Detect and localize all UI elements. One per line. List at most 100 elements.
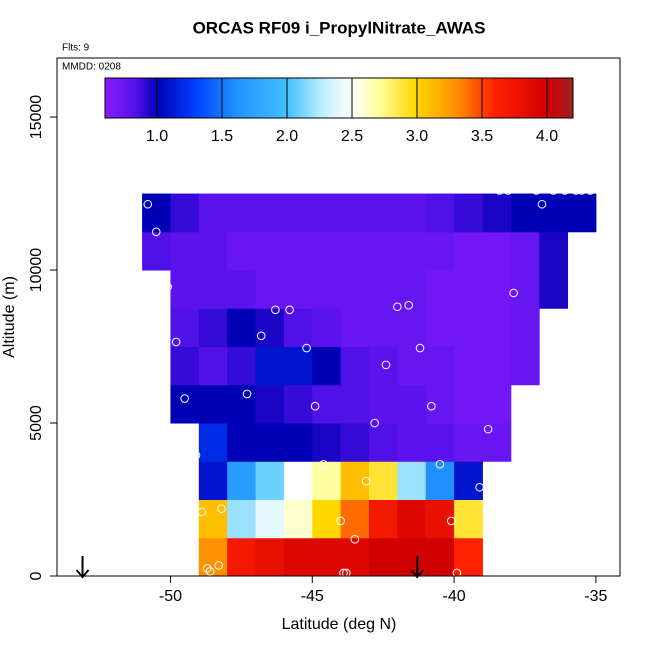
heat-cell <box>510 231 540 271</box>
y-axis-label: Altitude (m) <box>1 276 18 358</box>
sample-point <box>310 401 320 411</box>
heat-cell <box>425 346 455 386</box>
heat-cell <box>312 499 342 539</box>
y-tick-label: 10000 <box>28 248 45 293</box>
heat-cell <box>425 461 455 501</box>
sample-point <box>163 282 172 292</box>
heat-cell <box>397 461 427 501</box>
heat-cell <box>340 499 370 539</box>
heat-cell <box>510 308 540 348</box>
heat-cell <box>198 499 228 539</box>
heat-cell <box>227 308 257 348</box>
heat-cell <box>425 270 455 309</box>
sample-point <box>350 534 360 544</box>
sample-point <box>361 476 371 486</box>
colorbar-tick-label: 3.5 <box>471 128 493 145</box>
heat-cell <box>425 499 455 539</box>
heat-cell <box>397 499 427 539</box>
heat-cell <box>539 193 569 233</box>
heat-cell <box>425 423 455 462</box>
heat-cell <box>368 308 398 348</box>
sample-point <box>143 199 153 209</box>
heat-cell <box>227 231 257 271</box>
sample-point <box>203 564 212 573</box>
heat-cell <box>255 384 285 424</box>
heat-cell <box>255 461 285 501</box>
sample-point <box>427 401 436 411</box>
heat-cell <box>255 537 285 577</box>
heat-cell <box>454 384 483 424</box>
heat-cell <box>198 537 228 577</box>
heat-cell <box>227 346 257 386</box>
heat-cell <box>340 346 370 386</box>
heat-cell <box>454 423 483 462</box>
heat-cell <box>198 193 228 233</box>
heat-cell <box>283 384 313 424</box>
sample-point <box>415 343 425 353</box>
sample-point <box>370 418 379 428</box>
heat-cell <box>425 308 455 348</box>
sample-point <box>577 186 587 195</box>
sample-point <box>537 199 547 209</box>
heat-cell <box>397 308 427 348</box>
heat-cell <box>482 308 512 348</box>
heat-cell <box>255 346 285 386</box>
heat-cell <box>170 346 200 386</box>
heat-cell <box>283 231 313 271</box>
heat-cell <box>425 231 455 271</box>
heat-cell <box>170 231 200 271</box>
heat-cell <box>340 308 370 348</box>
plot-frame <box>56 57 621 577</box>
sample-point <box>256 331 266 341</box>
heat-cell <box>397 346 427 386</box>
heat-cell <box>312 537 342 577</box>
sample-point <box>197 507 206 517</box>
heat-cell <box>170 308 200 348</box>
heat-cell <box>368 231 398 271</box>
sample-point <box>446 516 456 526</box>
heat-cell <box>227 537 257 577</box>
heat-cell <box>425 384 455 424</box>
heat-cell <box>454 461 483 501</box>
colorbar <box>104 77 574 119</box>
x-tick-label: -45 <box>301 588 324 605</box>
sample-point <box>571 186 581 195</box>
heat-cell <box>283 537 313 577</box>
heat-cell <box>283 346 313 386</box>
heat-cell <box>340 193 370 233</box>
heat-cell <box>312 308 342 348</box>
sample-point <box>404 300 413 310</box>
sample-point <box>560 186 569 195</box>
sample-point <box>532 186 541 195</box>
heat-cell <box>312 423 342 462</box>
heat-cell <box>368 461 398 501</box>
heat-cell <box>368 193 398 233</box>
sample-point <box>452 568 462 578</box>
y-tick-label: 15000 <box>28 95 45 140</box>
heat-cell <box>368 346 398 386</box>
sample-point <box>483 424 493 434</box>
heat-cell <box>227 461 257 501</box>
heat-cell <box>255 193 285 233</box>
heat-cell <box>454 346 483 386</box>
heat-cell <box>482 384 512 424</box>
heat-cell <box>340 461 370 501</box>
heat-cell <box>482 193 512 233</box>
heat-cell <box>283 499 313 539</box>
sample-point <box>341 568 351 578</box>
heat-cell <box>255 231 285 271</box>
heat-cell <box>482 231 512 271</box>
heat-cell <box>255 499 285 539</box>
heat-cell <box>482 346 512 386</box>
x-tick-label: -40 <box>443 588 466 605</box>
colorbar-tick-label: 1.0 <box>146 128 168 145</box>
heat-cell <box>255 270 285 309</box>
chart-title: ORCAS RF09 i_PropylNitrate_AWAS <box>193 18 486 37</box>
heat-cell <box>283 270 313 309</box>
heat-cell <box>425 193 455 233</box>
marker-arrow-head <box>410 569 424 579</box>
x-axis-label: Latitude (deg N) <box>282 616 397 633</box>
sample-point <box>336 516 345 526</box>
sample-point <box>171 337 181 347</box>
